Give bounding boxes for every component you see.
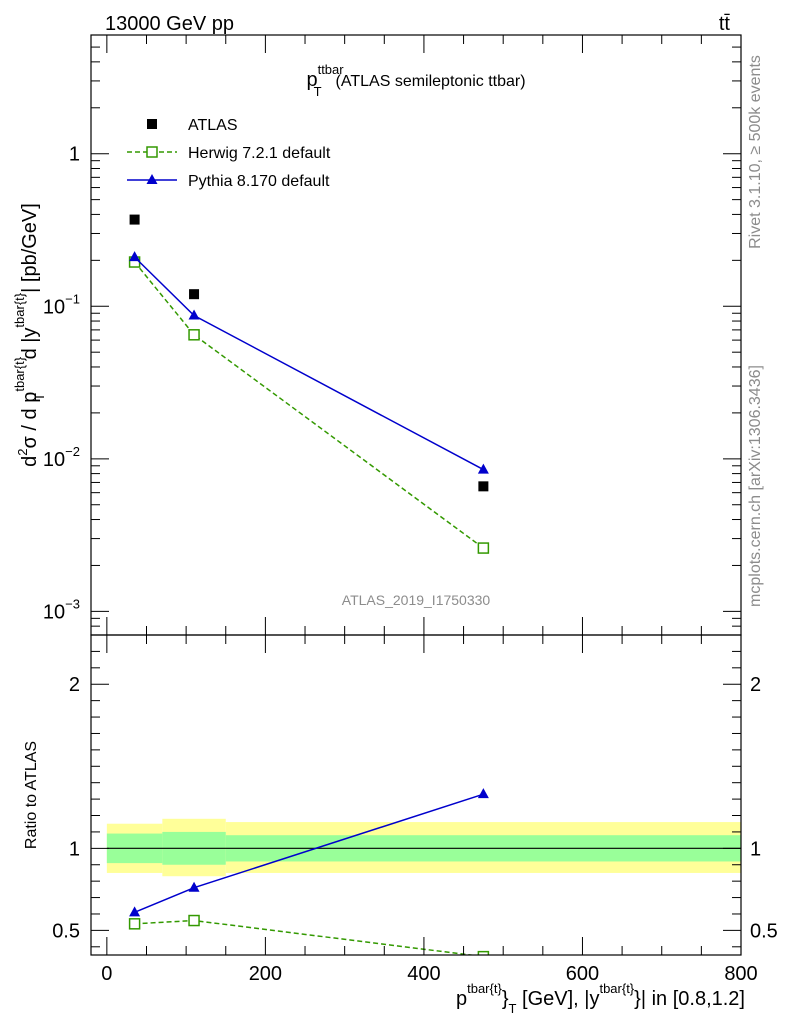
ratio-y-tick-label-right: 2 <box>750 674 761 696</box>
data-point <box>129 214 140 225</box>
title-p: p <box>306 69 317 91</box>
title-rest: (ATLAS semileptonic ttbar) <box>336 73 526 90</box>
data-point <box>129 251 141 262</box>
main-title: pttbar T (ATLAS semileptonic ttbar) <box>306 62 525 99</box>
svg-text:d2σ / d ptbar{t}T d |ytbar{t}|: d2σ / d ptbar{t}T d |ytbar{t}| [pb/GeV] <box>12 203 47 467</box>
ratio-y-tick-label-left: 2 <box>69 674 80 696</box>
legend-label: Herwig 7.2.1 default <box>188 145 331 162</box>
main-y-axis-label: d2σ / d ptbar{t}T d |ytbar{t}| [pb/GeV] <box>12 203 47 467</box>
series-line <box>134 261 484 549</box>
data-point <box>188 309 200 320</box>
series-line <box>134 256 484 471</box>
legend-marker <box>147 119 157 129</box>
legend-label: ATLAS <box>188 117 238 134</box>
legend-label: Pythia 8.170 default <box>188 173 330 190</box>
y-tick-label: 1 <box>69 144 80 166</box>
y-tick-label-exp: −1 <box>65 291 80 306</box>
ratio-series-line <box>134 919 477 955</box>
x-tick-label: 400 <box>407 963 440 985</box>
mcplots-label: mcplots.cern.ch [arXiv:1306.3436] <box>747 365 764 607</box>
ratio-panel-frame <box>90 634 742 956</box>
y-tick-label-base: 1 <box>69 144 80 166</box>
ratio-data-point <box>129 906 141 917</box>
ratio-y-tick-label-right: 1 <box>750 838 761 860</box>
y-tick-label-exp: −2 <box>65 444 80 459</box>
title-sup: ttbar <box>318 62 345 77</box>
ratio-data-point <box>477 950 490 955</box>
data-point <box>188 329 200 341</box>
y-tick-label-base: 10 <box>43 449 65 471</box>
ratio-y-axis-label: Ratio to ATLAS <box>23 741 40 849</box>
y-tick-label-base: 10 <box>43 601 65 623</box>
y-tick-label: 10−3 <box>43 596 80 623</box>
data-point <box>189 289 200 300</box>
ratio-y-tick-label-left: 0.5 <box>52 920 80 942</box>
process-label: tt̄ <box>719 13 731 35</box>
x-tick-label: 800 <box>724 963 757 985</box>
ratio-data-point <box>188 914 200 927</box>
y-tick-label-base: 10 <box>43 296 65 318</box>
x-axis-label: ptbar{t}}T [GeV], |ytbar{t}}| in [0.8,1.… <box>456 981 745 1016</box>
energy-label: 13000 GeV pp <box>105 13 234 35</box>
title-sub: T <box>314 84 322 99</box>
ratio-y-tick-label-left: 1 <box>69 838 80 860</box>
legend: ATLAS Herwig 7.2.1 default Pythia 8.170 de… <box>127 117 331 190</box>
y-tick-label-exp: −3 <box>65 596 80 611</box>
data-point <box>478 481 489 492</box>
ratio-data-point <box>188 881 200 892</box>
y-tick-label: 10−1 <box>43 291 80 318</box>
ratio-panel: 0.5 0.5 1 1 2 2 0 200 400 600 800 Ratio to ATLAS <box>23 634 778 985</box>
ratio-data-point <box>128 918 141 930</box>
main-panel: 110−110−210−3 pttbar T(ATLAS semileptonic… <box>12 34 742 636</box>
analysis-id: ATLAS_2019_I1750330 <box>342 592 491 608</box>
data-point <box>477 463 489 474</box>
legend-marker <box>146 146 158 158</box>
x-tick-label: 600 <box>566 963 599 985</box>
x-tick-label: 200 <box>249 963 282 985</box>
ratio-y-tick-label-right: 0.5 <box>750 920 778 942</box>
ratio-data-point <box>477 788 489 799</box>
rivet-label: Rivet 3.1.10, ≥ 500k events <box>747 55 764 249</box>
y-tick-label: 10−2 <box>43 444 80 471</box>
x-tick-label: 0 <box>101 963 112 985</box>
legend-marker <box>146 174 158 184</box>
data-point <box>477 542 490 554</box>
